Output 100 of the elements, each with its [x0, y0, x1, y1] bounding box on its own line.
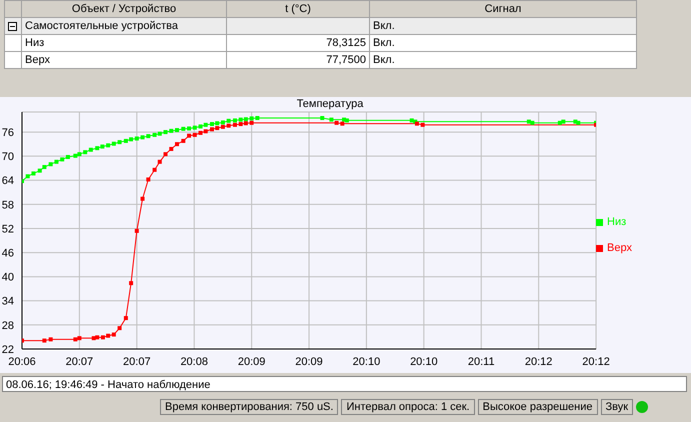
chart-title: Температура	[296, 98, 364, 110]
y-tick-label: 58	[2, 199, 14, 212]
point	[215, 121, 220, 126]
point	[329, 118, 334, 122]
point	[220, 120, 225, 124]
point	[210, 122, 214, 126]
point	[192, 132, 197, 137]
point	[334, 120, 339, 125]
point	[38, 168, 42, 173]
text: 08.06.16; 19:46:49 - Начато наблюдение	[2, 376, 687, 392]
point	[88, 148, 93, 152]
x-tick-label: 20:08	[180, 356, 208, 368]
point	[48, 337, 53, 342]
point	[204, 129, 208, 134]
y-tick-label: 22	[2, 344, 14, 356]
point	[77, 152, 82, 156]
point	[112, 142, 116, 146]
text: Вкл.	[370, 52, 636, 68]
y-tick-label: 34	[2, 296, 14, 308]
y-tick-label: 46	[2, 248, 14, 260]
point	[526, 120, 531, 124]
point	[169, 128, 174, 133]
point	[340, 122, 344, 126]
point	[181, 126, 186, 131]
point	[48, 162, 53, 166]
point	[73, 337, 78, 342]
point	[112, 332, 116, 337]
line-series	[22, 120, 596, 343]
x-tick-label: 20:07	[66, 356, 94, 368]
y-tick-label: 52	[2, 223, 14, 236]
point	[530, 120, 534, 125]
point	[192, 126, 197, 130]
point	[54, 160, 58, 164]
y-tick-label: 70	[2, 151, 14, 164]
point	[158, 132, 162, 136]
point	[118, 140, 122, 144]
point	[129, 137, 134, 142]
point	[134, 228, 139, 233]
text: Вкл.	[370, 18, 636, 34]
point	[181, 138, 186, 143]
point	[561, 120, 566, 124]
point	[83, 150, 88, 154]
point	[106, 143, 110, 148]
point	[250, 120, 254, 125]
point	[140, 196, 145, 201]
point	[95, 335, 100, 340]
point	[232, 122, 237, 127]
text: 77,7500	[226, 52, 370, 68]
point	[124, 316, 128, 320]
text: Вкл.	[370, 34, 636, 52]
x-tick-label: 20:07	[123, 356, 151, 368]
point	[42, 338, 46, 343]
point	[140, 135, 145, 140]
text: Высокое разрешение	[478, 399, 598, 415]
point	[244, 117, 248, 122]
point	[250, 116, 254, 120]
legend-label: Низ	[607, 216, 626, 228]
point	[226, 118, 231, 123]
point	[210, 127, 214, 132]
point	[106, 334, 110, 338]
point	[226, 124, 231, 128]
point	[26, 174, 30, 178]
point	[31, 171, 36, 176]
x-tick-label: 20:11	[468, 356, 495, 368]
text: t (°C)	[226, 0, 370, 18]
point	[146, 177, 150, 182]
text: Сигнал	[370, 0, 636, 18]
point	[164, 152, 168, 156]
point	[215, 126, 220, 130]
point	[238, 118, 243, 122]
point	[344, 118, 349, 122]
x-tick-label: 20:09	[238, 356, 266, 368]
y-tick-label: 40	[2, 272, 14, 284]
x-tick-label: 20:10	[352, 356, 380, 368]
point	[95, 146, 100, 150]
legend-label: Верх	[607, 242, 632, 254]
point	[73, 154, 78, 158]
point	[220, 124, 225, 129]
point	[152, 168, 157, 172]
x-tick-label: 20:10	[410, 356, 438, 368]
point	[255, 116, 260, 120]
text: Низ	[22, 34, 226, 52]
x-tick-label: 20:09	[295, 356, 323, 368]
y-tick-label: 76	[2, 126, 14, 139]
point	[420, 122, 425, 127]
point	[232, 118, 237, 122]
text: Время конвертирования: 750 uS.	[160, 399, 338, 415]
point	[320, 116, 324, 120]
point	[134, 136, 139, 141]
text: 78,3125	[226, 34, 370, 52]
point	[152, 132, 157, 137]
text: Интервал опроса: 1 сек.	[341, 399, 475, 415]
x-tick-label: 20:12	[524, 356, 552, 368]
point	[558, 120, 562, 125]
point	[129, 281, 134, 286]
point	[198, 130, 203, 135]
point	[77, 336, 82, 340]
x-tick-label: 20:06	[8, 356, 36, 368]
text: Самостоятельные устройства	[22, 18, 226, 34]
point	[118, 326, 122, 330]
